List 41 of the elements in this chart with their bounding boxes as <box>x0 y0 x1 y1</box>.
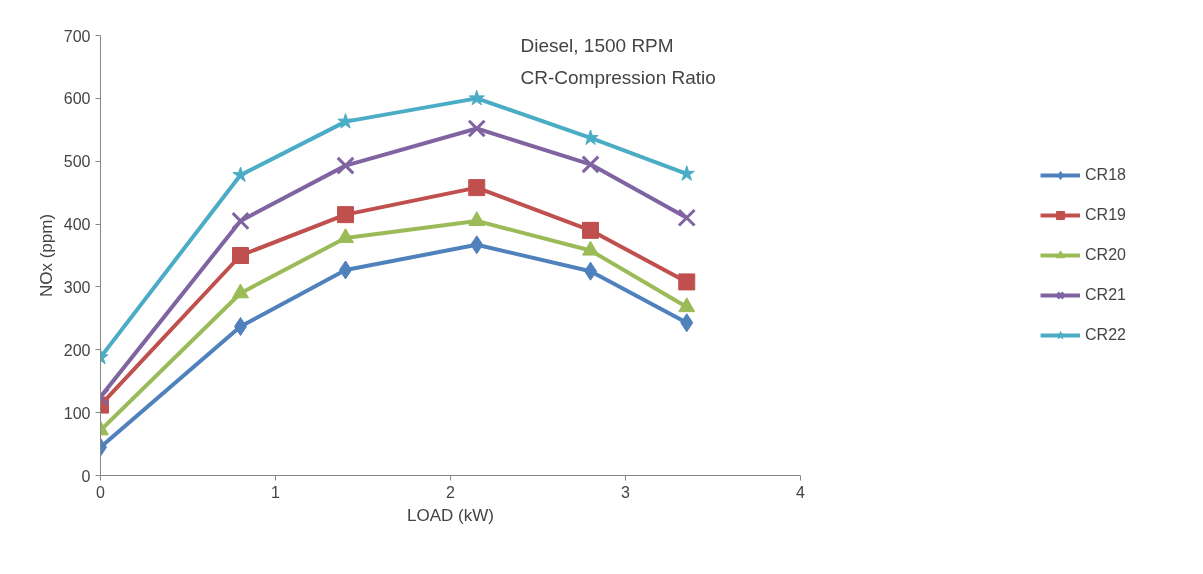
point <box>678 273 696 291</box>
x-tick-label: 2 <box>446 483 456 501</box>
annotation: Diesel, 1500 RPM <box>520 34 674 56</box>
point <box>467 119 487 138</box>
point <box>336 156 355 175</box>
y-tick-label: 100 <box>63 404 91 422</box>
point <box>678 297 696 313</box>
y-tick-label: 0 <box>81 467 91 485</box>
point <box>337 228 354 244</box>
x-axis-title: LOAD (kW) <box>407 505 494 525</box>
legend-label: CR18 <box>1085 166 1126 184</box>
y-axis-title: NOx (ppm) <box>36 213 56 298</box>
x-tick-label: 0 <box>96 483 106 501</box>
annotation: CR-Compression Ratio <box>520 66 716 88</box>
point <box>470 235 484 255</box>
y-tick-label: 400 <box>63 216 91 234</box>
point <box>232 283 249 299</box>
point <box>581 155 600 174</box>
legend-label: CR21 <box>1085 286 1126 304</box>
y-tick-label: 200 <box>63 341 91 359</box>
point <box>468 89 485 106</box>
legend-label: CR22 <box>1085 326 1126 344</box>
point <box>680 313 694 333</box>
legend-label: CR20 <box>1085 246 1126 264</box>
point <box>231 211 250 231</box>
legend-label: CR19 <box>1085 206 1126 224</box>
y-tick-label: 300 <box>63 278 91 296</box>
x-tick-label: 3 <box>621 483 631 501</box>
point <box>468 211 486 227</box>
x-tick-label: 4 <box>796 483 806 501</box>
point <box>232 166 249 183</box>
y-tick-label: 600 <box>63 90 91 108</box>
point <box>582 221 599 239</box>
y-tick-label: 500 <box>63 153 91 171</box>
point <box>337 113 354 129</box>
x-tick-label: 1 <box>271 483 281 501</box>
y-tick-label: 700 <box>63 27 91 45</box>
point <box>232 247 249 264</box>
point <box>677 208 697 228</box>
point <box>468 179 486 197</box>
point <box>337 206 354 224</box>
